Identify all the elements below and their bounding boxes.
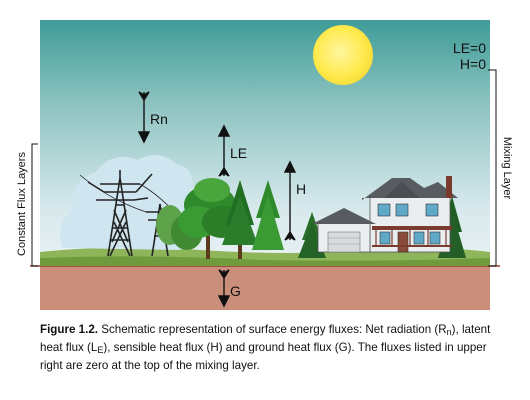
g-label: G [230, 283, 241, 299]
figure-caption: Figure 1.2. Schematic representation of … [40, 322, 510, 373]
sun-icon [313, 25, 373, 85]
mixing-layer-bracket [488, 69, 497, 267]
caption-part1: Schematic representation of surface ener… [98, 323, 447, 336]
house-icon [312, 176, 458, 253]
caption-rn-sub: n [446, 327, 452, 337]
g-arrow [217, 269, 231, 308]
le-label: LE [230, 145, 247, 161]
rn-arrow [137, 91, 151, 144]
h-zero-label: H=0 [460, 56, 486, 72]
caption-le-sub: E [97, 345, 104, 355]
constant-flux-bracket [31, 143, 38, 267]
h-arrow [283, 160, 297, 241]
constant-flux-label: Constant Flux Layers [16, 152, 28, 256]
caption-part2: ), latent heat flux (L [40, 323, 491, 354]
figure-number: Figure 1.2. [40, 323, 98, 336]
caption-part3: ), sensible heat flux (H) and ground hea… [40, 341, 487, 372]
rn-label: Rn [150, 111, 168, 127]
ground [40, 266, 490, 310]
h-label: H [296, 181, 306, 197]
le-arrow [217, 124, 231, 177]
le-zero-label: LE=0 [453, 40, 486, 56]
energy-flux-diagram: Rn LE H G LE=0 H=0 Mixing Layer Constant… [16, 20, 513, 310]
mixing-layer-label: Mixing Layer [501, 137, 513, 200]
tree-icon [156, 178, 466, 259]
